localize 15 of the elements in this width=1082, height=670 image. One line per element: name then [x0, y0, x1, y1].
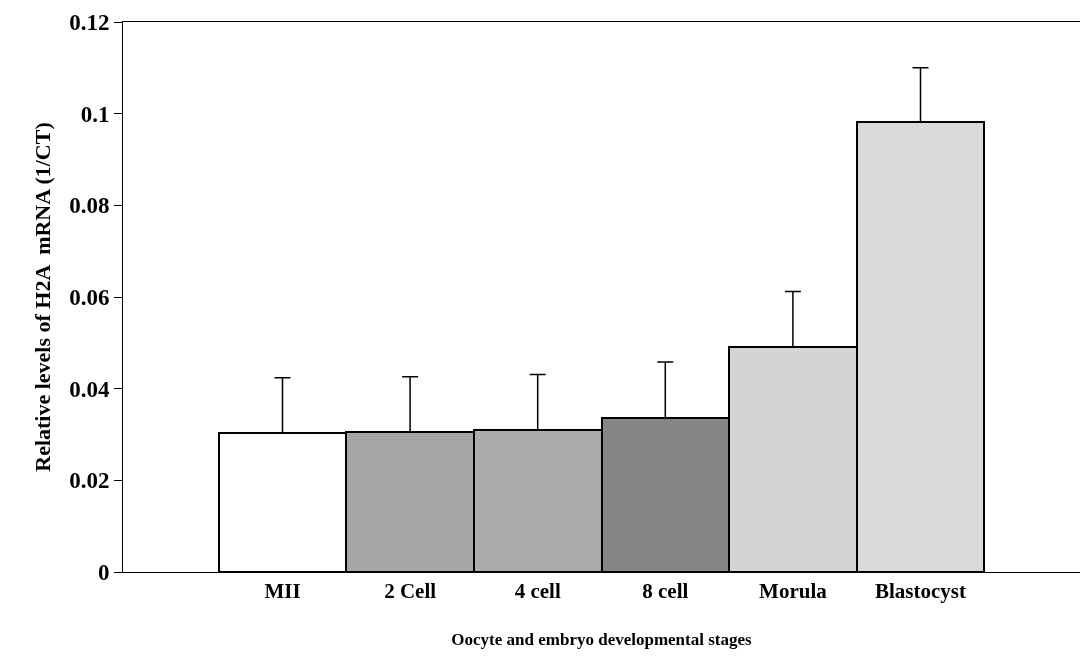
y-tick-label: 0 [97, 560, 110, 586]
y-tick-label: 0.06 [69, 285, 110, 311]
y-axis-title: Relative levels of H2A mRNA (1/CT) [29, 122, 55, 472]
x-axis-title: Oocyte and embryo developmental stages [451, 629, 753, 649]
y-tick-label: 0.1 [80, 101, 110, 127]
x-tick-label: MII [264, 579, 301, 604]
x-tick-label: 8 cell [642, 579, 689, 604]
y-tick-label: 0.08 [69, 193, 110, 219]
x-tick-label: 2 Cell [384, 579, 437, 604]
x-tick-label: Blastocyst [875, 579, 966, 604]
x-tick-label: 4 cell [514, 579, 561, 604]
x-tick-label: Morula [759, 579, 828, 604]
y-tick-label: 0.04 [69, 376, 110, 402]
y-tick-label: 0.02 [69, 468, 110, 494]
y-tick-label: 0.12 [69, 10, 110, 36]
